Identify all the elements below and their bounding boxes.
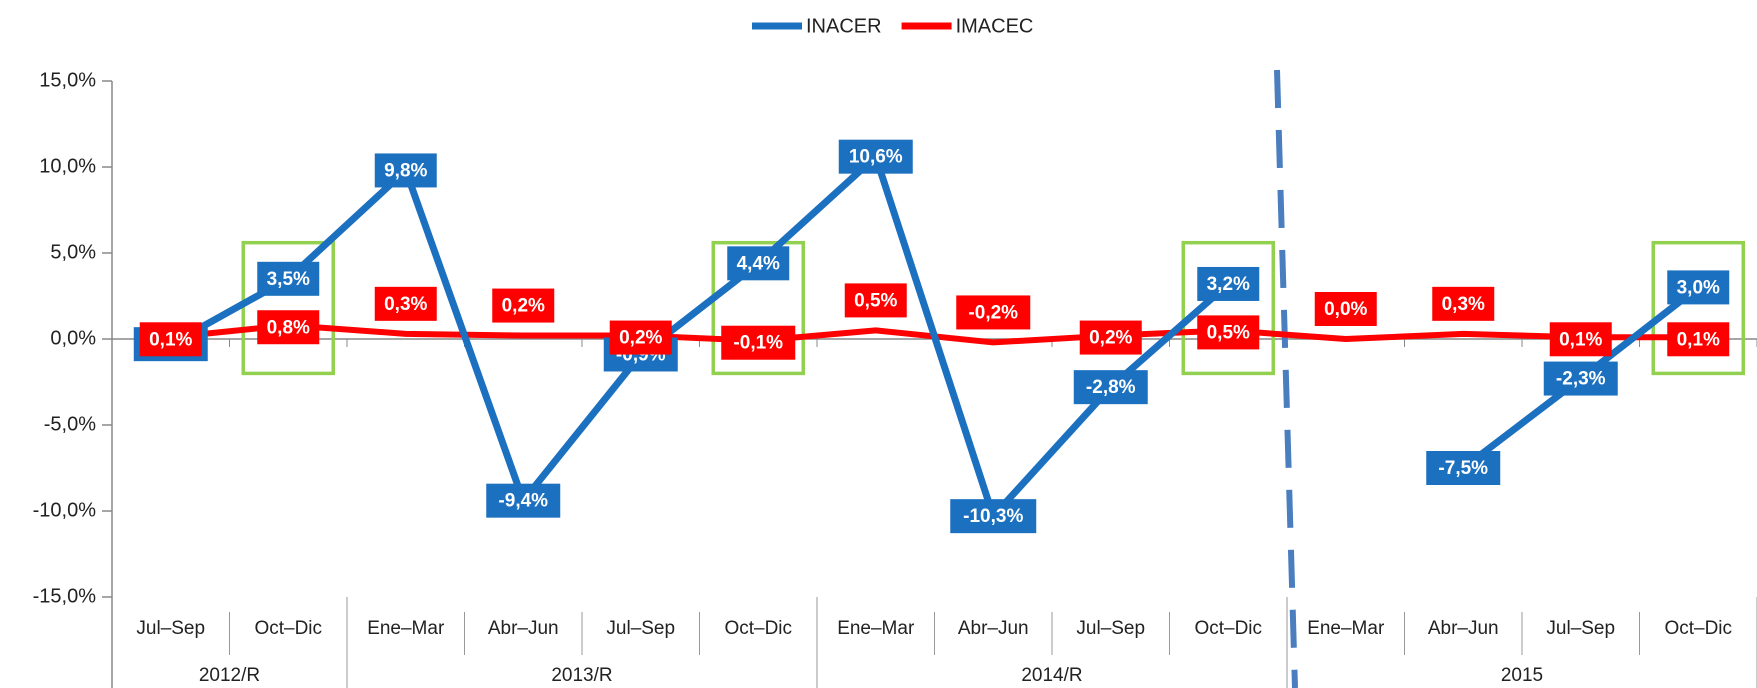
value-label-box <box>1667 322 1730 357</box>
value-label-box <box>838 139 913 174</box>
value-label: 3,2% <box>1207 274 1250 295</box>
x-tick-label: Oct–Dic <box>1194 618 1262 639</box>
x-tick-label: Abr–Jun <box>958 618 1029 639</box>
value-label: 0,5% <box>1207 322 1250 343</box>
x-tick-label: Jul–Sep <box>1076 618 1145 639</box>
value-label: 10,6% <box>849 147 903 168</box>
highlight-box <box>1181 240 1275 376</box>
x-tick-label: Jul–Sep <box>606 618 675 639</box>
x-tick-label: Oct–Dic <box>1664 618 1732 639</box>
value-label: -0,1% <box>733 333 783 354</box>
value-label: -9,4% <box>498 491 548 512</box>
x-tick-label: Oct–Dic <box>254 618 322 639</box>
y-tick-label: -10,0% <box>33 499 97 521</box>
value-label: -2,8% <box>1086 377 1136 398</box>
value-label-box <box>721 325 796 360</box>
y-tick-label: 0,0% <box>50 327 96 349</box>
value-label-box <box>844 283 907 318</box>
value-label: 0,0% <box>1324 299 1367 320</box>
value-label-box <box>1197 315 1260 350</box>
x-tick-label: Abr–Jun <box>488 618 559 639</box>
y-tick-label: -5,0% <box>44 413 96 435</box>
divider <box>1274 69 1298 688</box>
value-label: -10,3% <box>963 506 1023 527</box>
group-label: 2013/R <box>551 665 612 686</box>
legend-label: IMACEC <box>956 15 1034 37</box>
value-label-box <box>139 322 202 357</box>
value-label: 9,8% <box>384 160 427 181</box>
value-label-box <box>1543 361 1618 396</box>
x-tick-label: Oct–Dic <box>724 618 792 639</box>
value-label: -2,3% <box>1556 369 1606 390</box>
value-label: 0,5% <box>854 290 897 311</box>
value-label: 0,3% <box>384 294 427 315</box>
value-label-box <box>609 320 672 355</box>
value-label: 3,5% <box>267 269 310 290</box>
x-tick-label: Ene–Mar <box>367 618 445 639</box>
value-label-box <box>1079 320 1142 355</box>
value-label-box <box>1549 322 1612 357</box>
value-label-box <box>1073 370 1148 405</box>
value-label: 0,2% <box>1089 328 1132 349</box>
x-tick-label: Jul–Sep <box>1546 618 1615 639</box>
y-tick-label: 10,0% <box>39 155 96 177</box>
value-label-box <box>374 153 437 188</box>
group-label: 2015 <box>1501 665 1543 686</box>
legend-label: INACER <box>806 15 882 37</box>
value-label-box <box>486 483 561 518</box>
value-label-box <box>1432 286 1495 321</box>
value-label: 3,0% <box>1677 277 1720 298</box>
value-label: -0,2% <box>968 302 1018 323</box>
value-label-box <box>492 288 555 323</box>
y-tick-label: -15,0% <box>33 585 97 607</box>
value-label-box <box>956 295 1031 330</box>
value-label-box <box>950 499 1037 534</box>
value-label: 0,2% <box>502 296 545 317</box>
value-label-box <box>727 246 790 281</box>
value-label-box <box>257 310 320 345</box>
x-tick-label: Abr–Jun <box>1428 618 1499 639</box>
value-label-box <box>1667 270 1730 305</box>
value-label-box <box>257 261 320 296</box>
value-label-box <box>1197 266 1260 301</box>
y-tick-label: 5,0% <box>50 241 96 263</box>
value-label: 0,1% <box>1677 329 1720 350</box>
value-label: -7,5% <box>1438 458 1488 479</box>
y-tick-label: 15,0% <box>39 69 96 91</box>
x-tick-label: Jul–Sep <box>136 618 205 639</box>
highlight-box <box>241 240 335 376</box>
highlight-box <box>711 240 805 376</box>
value-label: 4,4% <box>737 253 780 274</box>
value-label-box <box>1314 292 1377 326</box>
x-tick-label: Ene–Mar <box>1307 618 1385 639</box>
value-label: 0,1% <box>1559 329 1602 350</box>
group-label: 2012/R <box>199 665 260 686</box>
group-label: 2014/R <box>1021 665 1082 686</box>
x-tick-label: Ene–Mar <box>837 618 915 639</box>
value-label-box <box>1426 451 1501 485</box>
value-label: 0,8% <box>267 317 310 338</box>
value-label: 0,1% <box>149 329 192 350</box>
value-label-box <box>374 286 437 321</box>
highlight-box <box>1651 240 1745 376</box>
value-label: 0,2% <box>619 328 662 349</box>
value-label: 0,3% <box>1442 294 1485 315</box>
